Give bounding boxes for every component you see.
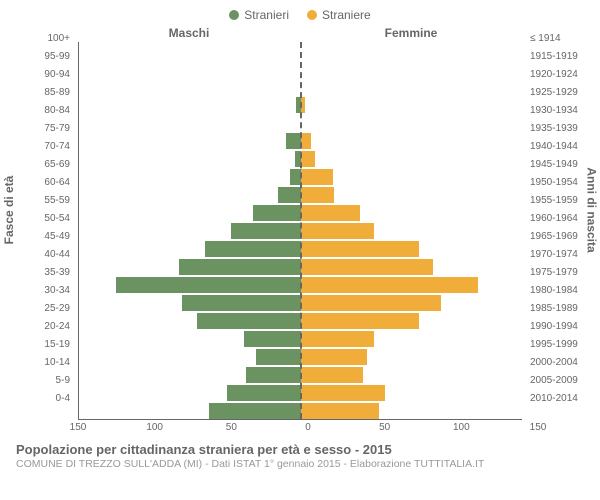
bar-male bbox=[182, 295, 300, 311]
x-tick: 50 bbox=[226, 422, 237, 433]
y-left-tick: 60-64 bbox=[0, 178, 70, 188]
legend-item: Stranieri bbox=[229, 8, 289, 22]
y-left-tick: 70-74 bbox=[0, 142, 70, 152]
caption-subtitle: COMUNE DI TREZZO SULL'ADDA (MI) - Dati I… bbox=[16, 458, 584, 470]
column-headers: Maschi Femmine bbox=[78, 26, 522, 40]
center-divider bbox=[300, 42, 302, 419]
legend-swatch bbox=[229, 10, 239, 20]
legend-item: Straniere bbox=[307, 8, 371, 22]
bar-male bbox=[253, 205, 300, 221]
bar-female bbox=[301, 277, 478, 293]
y-right-tick: 2005-2009 bbox=[530, 376, 600, 386]
bar-male bbox=[116, 277, 301, 293]
bar-female bbox=[301, 331, 375, 347]
bar-female bbox=[301, 223, 375, 239]
y-right-tick: 1920-1924 bbox=[530, 70, 600, 80]
y-left-tick: 0-4 bbox=[0, 394, 70, 404]
y-right-tick: 1955-1959 bbox=[530, 196, 600, 206]
legend: Stranieri Straniere bbox=[8, 8, 592, 22]
y-left-tick: 80-84 bbox=[0, 106, 70, 116]
y-left-tick: 55-59 bbox=[0, 196, 70, 206]
y-right-tick: 1970-1974 bbox=[530, 250, 600, 260]
y-right-tick: 1985-1989 bbox=[530, 304, 600, 314]
y-right-tick: 2010-2014 bbox=[530, 394, 600, 404]
y-right-tick: 1925-1929 bbox=[530, 88, 600, 98]
bar-male bbox=[197, 313, 300, 329]
bar-male bbox=[209, 403, 301, 419]
bar-male bbox=[231, 223, 300, 239]
y-right-tick: 1990-1994 bbox=[530, 322, 600, 332]
y-left-tick: 100+ bbox=[0, 34, 70, 44]
y-left-tick: 85-89 bbox=[0, 88, 70, 98]
bar-male bbox=[244, 331, 300, 347]
bar-female bbox=[301, 313, 419, 329]
bar-male bbox=[227, 385, 301, 401]
bar-male bbox=[246, 367, 301, 383]
bar-male bbox=[205, 241, 301, 257]
x-axis-ticks: 15010050050100150 bbox=[78, 420, 522, 436]
legend-swatch bbox=[307, 10, 317, 20]
y-right-tick: 1945-1949 bbox=[530, 160, 600, 170]
caption-title: Popolazione per cittadinanza straniera p… bbox=[16, 442, 584, 457]
y-right-tick: 1995-1999 bbox=[530, 340, 600, 350]
y-axis-right-labels: ≤ 1914 1915-1919 1920-1924 1925-1929 1930-19… bbox=[530, 30, 600, 408]
y-right-tick: 1930-1934 bbox=[530, 106, 600, 116]
y-right-tick: 1980-1984 bbox=[530, 286, 600, 296]
legend-label: Straniere bbox=[322, 8, 371, 22]
y-right-tick: 1950-1954 bbox=[530, 178, 600, 188]
bar-female bbox=[301, 349, 367, 365]
y-left-tick: 95-99 bbox=[0, 52, 70, 62]
bar-female bbox=[301, 241, 419, 257]
y-left-tick: 45-49 bbox=[0, 232, 70, 242]
bar-male bbox=[278, 187, 300, 203]
y-left-tick: 10-14 bbox=[0, 358, 70, 368]
y-right-tick: ≤ 1914 bbox=[530, 34, 600, 44]
bar-female bbox=[301, 385, 385, 401]
y-left-tick: 20-24 bbox=[0, 322, 70, 332]
y-left-tick: 30-34 bbox=[0, 286, 70, 296]
y-right-tick: 1935-1939 bbox=[530, 124, 600, 134]
y-left-tick: 35-39 bbox=[0, 268, 70, 278]
y-left-tick: 15-19 bbox=[0, 340, 70, 350]
bar-female bbox=[301, 169, 333, 185]
x-tick: 100 bbox=[146, 422, 163, 433]
legend-label: Stranieri bbox=[244, 8, 289, 22]
y-left-tick: 40-44 bbox=[0, 250, 70, 260]
bar-female bbox=[301, 295, 441, 311]
y-right-tick: 1960-1964 bbox=[530, 214, 600, 224]
y-right-tick: 1940-1944 bbox=[530, 142, 600, 152]
bar-female bbox=[301, 133, 311, 149]
bar-female bbox=[301, 367, 363, 383]
x-tick: 150 bbox=[530, 422, 547, 433]
bar-male bbox=[286, 133, 301, 149]
y-right-tick: 1965-1969 bbox=[530, 232, 600, 242]
pyramid-chart: StranieriStraniere Maschi Femmine Fasce … bbox=[0, 0, 600, 500]
x-tick: 50 bbox=[379, 422, 390, 433]
header-male: Maschi bbox=[78, 26, 300, 40]
y-left-tick: 75-79 bbox=[0, 124, 70, 134]
bar-male bbox=[179, 259, 300, 275]
y-right-tick: 1975-1979 bbox=[530, 268, 600, 278]
bar-female bbox=[301, 403, 379, 419]
y-left-tick: 65-69 bbox=[0, 160, 70, 170]
x-tick: 0 bbox=[305, 422, 311, 433]
x-tick: 150 bbox=[70, 422, 87, 433]
bar-female bbox=[301, 151, 316, 167]
y-axis-left-labels: 100+ 95-99 90-94 85-89 80-84 75-79 70-74 65-69 6… bbox=[0, 30, 70, 408]
y-left-tick: 90-94 bbox=[0, 70, 70, 80]
header-female: Femmine bbox=[300, 26, 522, 40]
y-right-tick: 1915-1919 bbox=[530, 52, 600, 62]
x-tick: 100 bbox=[453, 422, 470, 433]
bar-female bbox=[301, 259, 434, 275]
bar-female bbox=[301, 187, 335, 203]
plot-area bbox=[78, 42, 522, 420]
y-left-tick: 5-9 bbox=[0, 376, 70, 386]
y-left-tick: 50-54 bbox=[0, 214, 70, 224]
bar-female bbox=[301, 205, 360, 221]
y-right-tick: 2000-2004 bbox=[530, 358, 600, 368]
y-left-tick: 25-29 bbox=[0, 304, 70, 314]
bar-male bbox=[256, 349, 300, 365]
